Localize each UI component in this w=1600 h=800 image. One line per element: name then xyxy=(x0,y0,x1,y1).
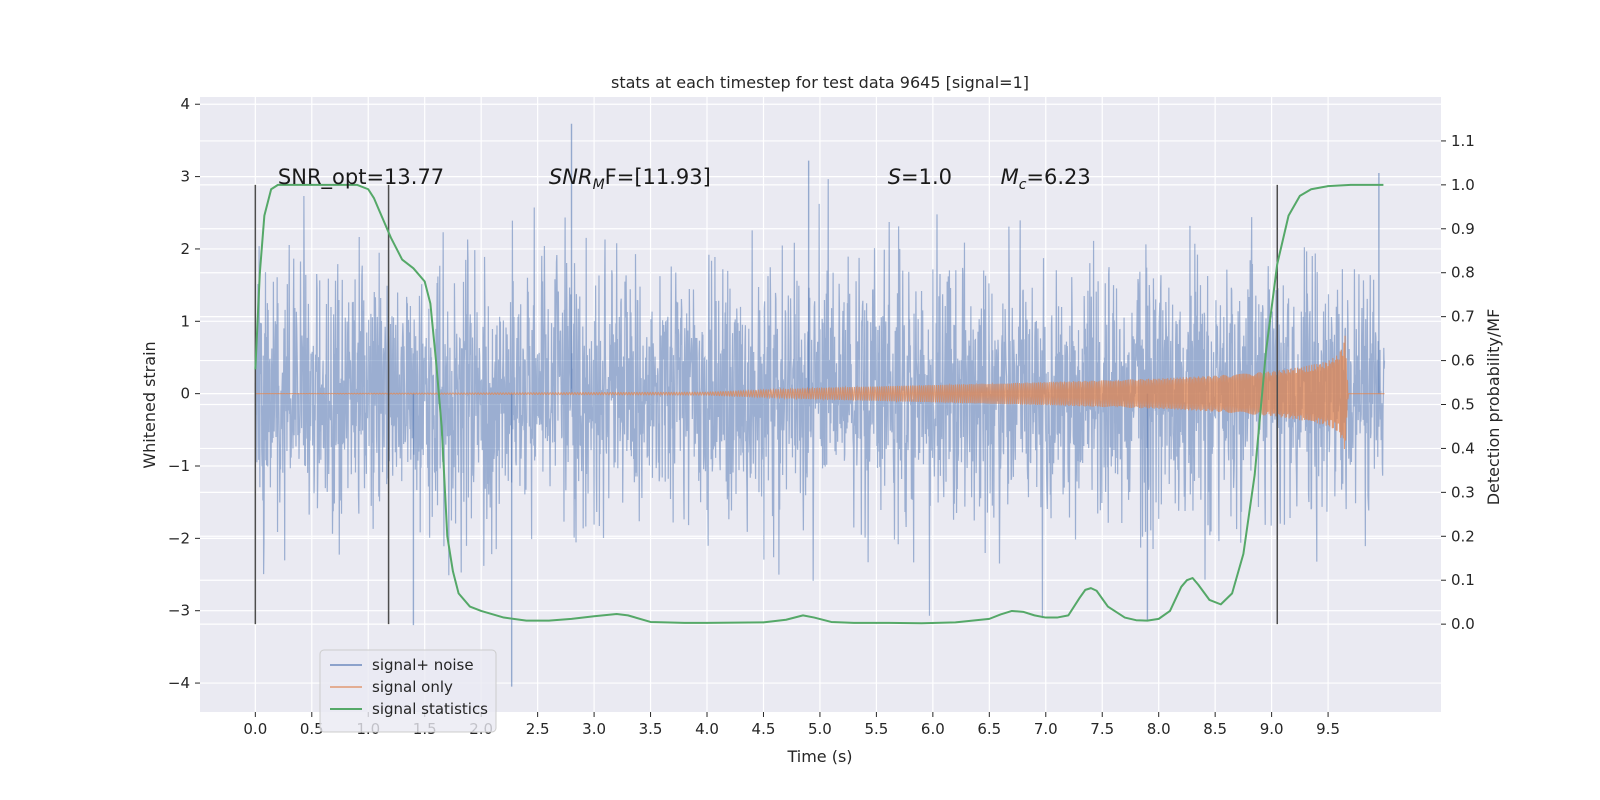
x-tick-label: 6.5 xyxy=(977,720,1001,738)
annotation-value: F=[11.93] xyxy=(605,165,711,189)
y-left-tick-label: −4 xyxy=(168,674,190,692)
noise-line xyxy=(254,179,1386,619)
vertical-markers xyxy=(254,184,1279,625)
x-tick-label: 3.5 xyxy=(639,720,663,738)
annotation-value: =6.23 xyxy=(1026,165,1090,189)
legend-label: signal only xyxy=(372,678,453,696)
y-left-tick-label: −1 xyxy=(168,457,190,475)
series-signal-plus-noise xyxy=(254,123,1386,687)
x-tick-label: 8.5 xyxy=(1203,720,1227,738)
annotations: SNR_opt=13.77 SNRMF=[11.93] S=1.0 Mc=6.23 xyxy=(278,165,1091,193)
y-right-tick-label: 0.9 xyxy=(1451,220,1475,238)
legend: signal+ noise signal only signal statistic… xyxy=(319,649,497,733)
x-tick-label: 9.5 xyxy=(1316,720,1340,738)
y-left-tick-label: −3 xyxy=(168,602,190,620)
y-left-tick-label: −2 xyxy=(168,529,190,547)
x-tick-label: 5.5 xyxy=(864,720,888,738)
y-right-tick-label: 0.8 xyxy=(1451,264,1475,282)
y-left-tick-label: 0 xyxy=(180,385,190,403)
x-tick-label: 7.5 xyxy=(1090,720,1114,738)
x-tick-label: 0.0 xyxy=(243,720,267,738)
annotation-text: S=1.0 xyxy=(888,165,952,189)
x-axis-label: Time (s) xyxy=(786,747,852,766)
chart-title: stats at each timestep for test data 964… xyxy=(611,73,1029,92)
legend-label: signal statistics xyxy=(372,700,488,718)
x-axis-ticks: 0.00.51.01.52.02.53.03.54.04.55.05.56.06… xyxy=(243,712,1340,738)
y-left-tick-label: 3 xyxy=(180,168,190,186)
signal-line xyxy=(255,335,1385,450)
y-left-tick-label: 4 xyxy=(180,95,190,113)
annotation-text: SNRMF=[11.93] xyxy=(549,165,711,193)
x-tick-label: 0.5 xyxy=(300,720,324,738)
y-right-tick-label: 0.1 xyxy=(1451,571,1475,589)
annotation-text: Mc=6.23 xyxy=(1001,165,1091,193)
y-right-tick-label: 0.2 xyxy=(1451,527,1475,545)
annotation-symbol: M xyxy=(1001,165,1019,189)
y-left-axis-ticks: −4 −3 −2 −1 0 1 2 3 4 xyxy=(168,95,200,692)
annotation-text: SNR_opt=13.77 xyxy=(278,165,444,190)
y-left-tick-label: 1 xyxy=(180,312,190,330)
x-tick-label: 7.0 xyxy=(1034,720,1058,738)
plot-area xyxy=(200,97,1441,712)
y-right-axis-label: Detection probability/MF xyxy=(1484,309,1503,506)
y-right-tick-label: 0.0 xyxy=(1451,615,1475,633)
noise-spikes xyxy=(412,123,1380,687)
x-tick-label: 5.0 xyxy=(808,720,832,738)
y-right-tick-label: 0.4 xyxy=(1451,439,1475,457)
x-tick-label: 3.0 xyxy=(582,720,606,738)
y-right-tick-label: 0.7 xyxy=(1451,308,1475,326)
annotation-subscript: c xyxy=(1019,177,1027,193)
series-signal-statistics xyxy=(254,183,1384,625)
annotation-value: =1.0 xyxy=(901,165,952,189)
x-tick-label: 9.0 xyxy=(1260,720,1284,738)
y-right-tick-label: 1.1 xyxy=(1451,132,1475,150)
annotation-subscript: M xyxy=(593,177,605,193)
y-right-tick-label: 0.3 xyxy=(1451,483,1475,501)
y-left-axis-label-text: Whitened strain xyxy=(140,341,159,468)
y-right-tick-label: 1.0 xyxy=(1451,176,1475,194)
annotation-symbol: S xyxy=(888,165,901,189)
x-tick-label: 4.5 xyxy=(752,720,776,738)
series-signal-only xyxy=(255,335,1385,450)
y-right-tick-label: 0.6 xyxy=(1451,352,1475,370)
x-tick-label: 4.0 xyxy=(695,720,719,738)
y-left-tick-label: 2 xyxy=(180,240,190,258)
y-right-tick-label: 0.5 xyxy=(1451,396,1475,414)
legend-box xyxy=(319,649,497,733)
y-right-axis-ticks: 0.0 0.1 0.2 0.3 0.4 0.5 0.6 0.7 0.8 0.9 1.0 1.1 xyxy=(1441,132,1475,633)
legend-label: signal+ noise xyxy=(372,656,474,674)
x-tick-label: 2.5 xyxy=(526,720,550,738)
statistics-line xyxy=(254,183,1384,625)
x-tick-label: 8.0 xyxy=(1147,720,1171,738)
annotation-symbol: SNR xyxy=(549,165,593,189)
x-tick-label: 6.0 xyxy=(921,720,945,738)
